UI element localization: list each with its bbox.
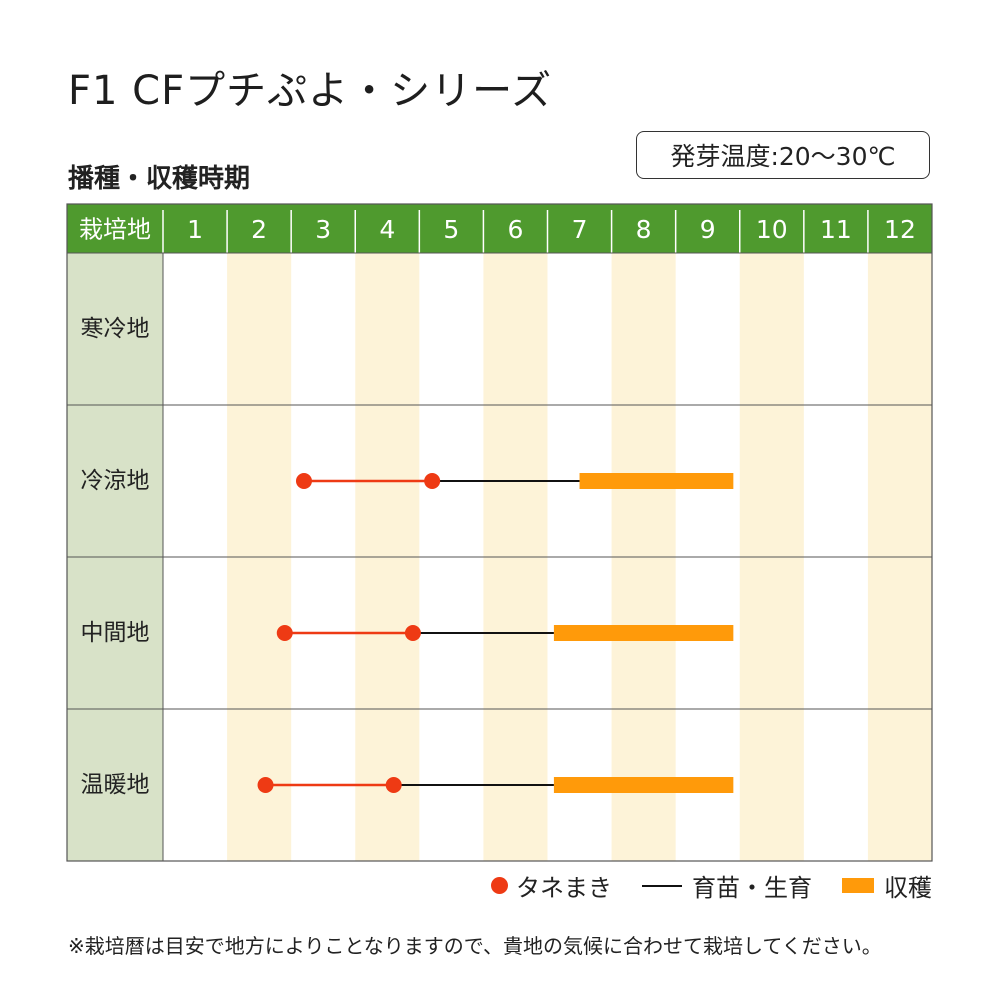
month-label-9: 9 [700, 215, 716, 244]
month-label-10: 10 [756, 215, 788, 244]
region-label-0: 寒冷地 [81, 316, 150, 342]
sowing-end-dot-1 [424, 473, 441, 489]
month-label-5: 5 [443, 215, 459, 244]
legend-harvest-label: 収穫 [884, 874, 932, 902]
month-label-8: 8 [636, 215, 652, 244]
harvest-bar-2 [553, 625, 734, 641]
chart-legend: タネまき 育苗・生育 収穫 [461, 868, 932, 903]
germination-temp-box: 発芽温度:20〜30℃ [636, 131, 930, 179]
legend-growing-label: 育苗・生育 [692, 874, 812, 902]
region-label-1: 冷涼地 [81, 468, 150, 494]
header-label: 栽培地 [79, 216, 151, 244]
table-border [66, 203, 933, 862]
region-label-2: 中間地 [81, 620, 150, 646]
sowing-start-dot-1 [295, 473, 312, 489]
harvest-bar-3 [553, 777, 734, 793]
month-label-11: 11 [820, 215, 852, 244]
month-label-3: 3 [315, 215, 331, 244]
sowing-end-dot-2 [404, 625, 421, 641]
header-row [67, 204, 932, 253]
month-label-12: 12 [884, 215, 916, 244]
sowing-start-dot-3 [257, 777, 274, 793]
month-label-2: 2 [251, 215, 267, 244]
legend-sowing-label: タネまき [516, 874, 612, 902]
sowing-dot-icon [491, 877, 508, 894]
page-title: F1 CFプチぷよ・シリーズ [68, 68, 553, 114]
month-label-6: 6 [508, 215, 524, 244]
month-label-4: 4 [379, 215, 395, 244]
legend-harvest: 収穫 [842, 868, 932, 903]
chart-subtitle: 播種・収穫時期 [68, 164, 251, 194]
harvest-bar-1 [579, 473, 734, 489]
month-label-7: 7 [572, 215, 588, 244]
month-label-1: 1 [187, 215, 203, 244]
footnote: ※栽培暦は目安で地方によりことなりますので、貴地の気候に合わせて栽培してください… [68, 934, 882, 958]
legend-growing: 育苗・生育 [642, 868, 812, 903]
legend-sowing: タネまき [491, 868, 612, 903]
germination-temp-text: 発芽温度:20〜30℃ [670, 142, 896, 171]
harvest-bar-icon [842, 878, 874, 893]
sowing-start-dot-2 [276, 625, 293, 641]
sowing-end-dot-3 [385, 777, 402, 793]
region-label-3: 温暖地 [81, 772, 150, 798]
growing-line-icon [642, 884, 682, 887]
